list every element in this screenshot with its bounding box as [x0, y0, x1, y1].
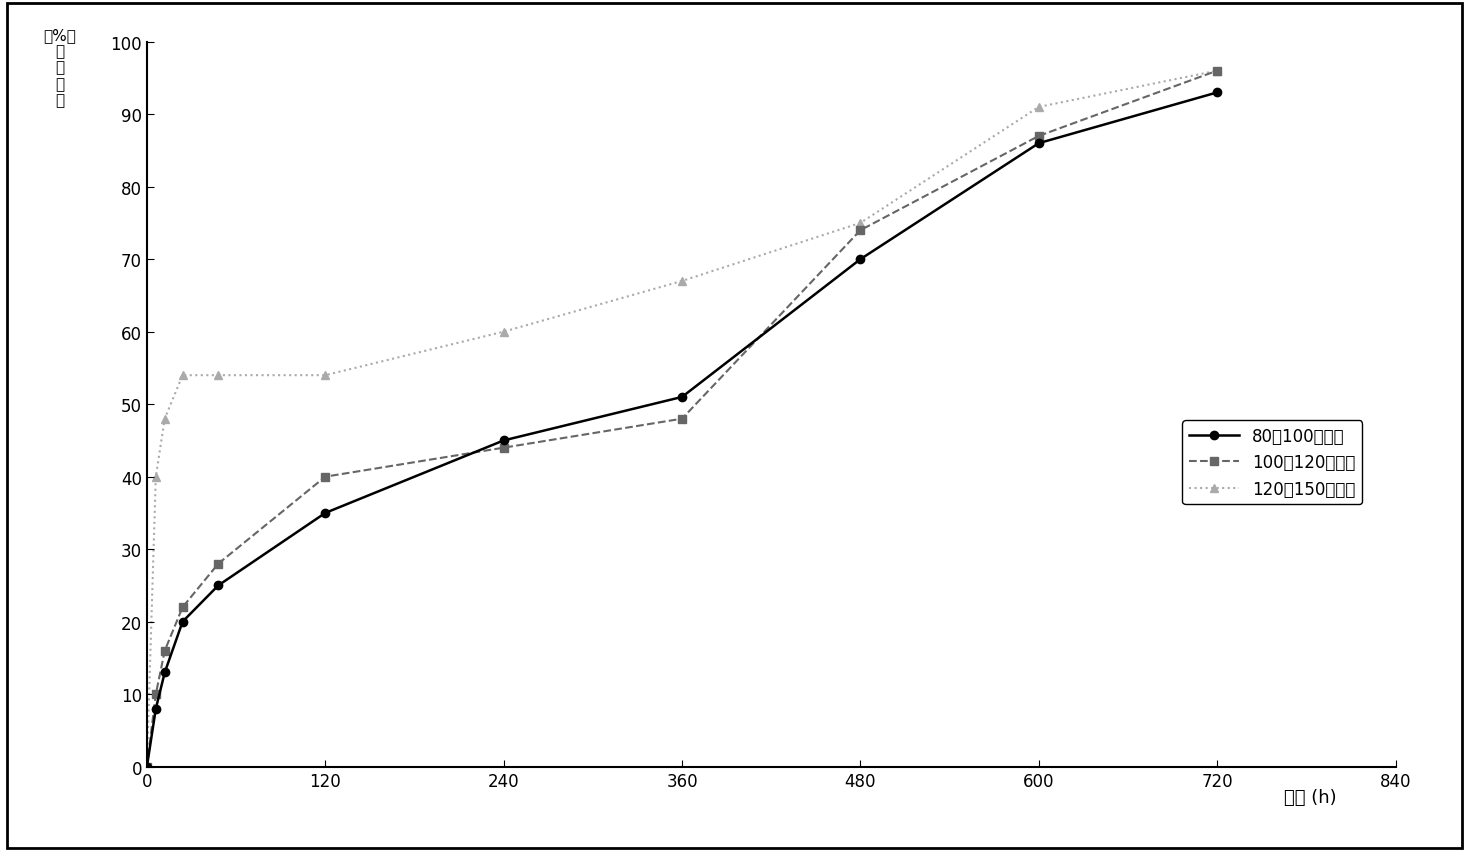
100～120目微球 [173, 602, 191, 613]
80～100目微球 [138, 762, 156, 772]
Line: 120～150目微球: 120～150目微球 [142, 67, 1221, 771]
120～150目微球 [138, 762, 156, 772]
100～120目微球 [210, 559, 228, 569]
120～150目微球 [173, 371, 191, 381]
100～120目微球 [1030, 131, 1047, 141]
80～100目微球 [147, 704, 165, 714]
120～150目微球 [147, 472, 165, 482]
80～100目微球 [1209, 89, 1227, 99]
80～100目微球 [156, 668, 173, 678]
80～100目微球 [316, 508, 333, 518]
80～100目微球 [1030, 139, 1047, 149]
80～100目微球 [673, 392, 690, 402]
80～100目微球 [210, 581, 228, 591]
Text: （%）
度
放
积
累: （%） 度 放 积 累 [43, 28, 76, 108]
Text: 时间 (h): 时间 (h) [1284, 787, 1337, 806]
FancyBboxPatch shape [7, 4, 1462, 848]
120～150目微球 [1209, 66, 1227, 77]
80～100目微球 [173, 617, 191, 627]
Line: 80～100目微球: 80～100目微球 [142, 89, 1221, 771]
120～150目微球 [156, 414, 173, 424]
120～150目微球 [316, 371, 333, 381]
120～150目微球 [495, 327, 513, 337]
Legend: 80～100目微球, 100～120目微球, 120～150目微球: 80～100目微球, 100～120目微球, 120～150目微球 [1183, 421, 1362, 504]
100～120目微球 [852, 226, 870, 236]
100～120目微球 [673, 414, 690, 424]
120～150目微球 [852, 218, 870, 228]
100～120目微球 [138, 762, 156, 772]
100～120目微球 [147, 689, 165, 699]
Line: 100～120目微球: 100～120目微球 [142, 67, 1221, 771]
100～120目微球 [1209, 66, 1227, 77]
100～120目微球 [316, 472, 333, 482]
100～120目微球 [495, 443, 513, 453]
120～150目微球 [673, 276, 690, 286]
80～100目微球 [495, 435, 513, 446]
120～150目微球 [1030, 103, 1047, 113]
100～120目微球 [156, 646, 173, 656]
120～150目微球 [210, 371, 228, 381]
80～100目微球 [852, 255, 870, 265]
